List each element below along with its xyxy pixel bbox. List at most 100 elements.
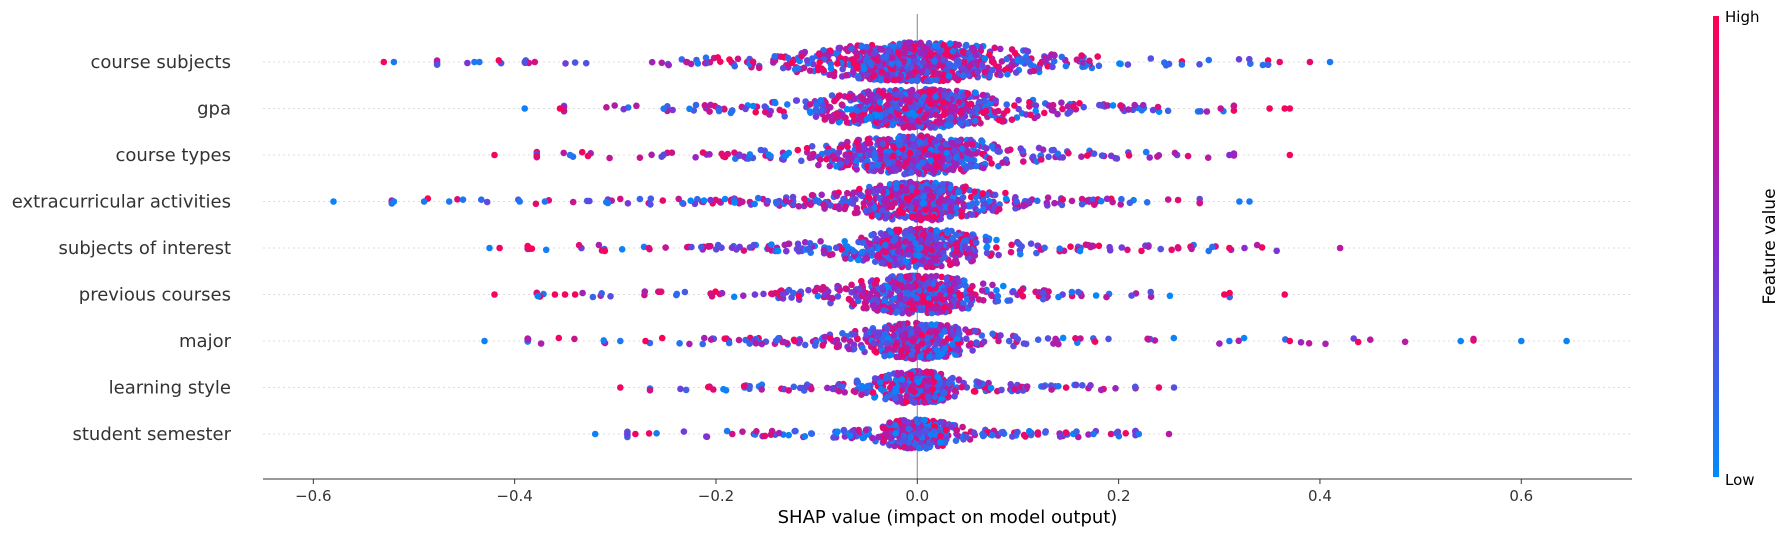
shap-point — [971, 252, 979, 259]
shap-point — [854, 62, 861, 70]
shap-point — [1055, 293, 1062, 301]
shap-point — [1124, 246, 1131, 254]
shap-point — [918, 340, 926, 348]
shap-point — [1168, 246, 1175, 254]
shap-point — [870, 302, 878, 310]
shap-point — [864, 136, 872, 143]
shap-point — [839, 330, 846, 337]
shap-point — [707, 336, 715, 343]
shap-point — [909, 213, 916, 220]
shap-point — [1216, 340, 1223, 347]
shap-point — [1241, 244, 1248, 252]
shap-point — [716, 198, 723, 205]
shap-point — [1157, 245, 1164, 253]
shap-point — [825, 52, 832, 59]
shap-point — [556, 105, 564, 112]
shap-point — [843, 119, 851, 126]
shap-point — [662, 244, 669, 251]
shap-point — [942, 91, 950, 98]
shap-point — [686, 340, 693, 348]
shap-point — [944, 229, 951, 237]
shap-point — [767, 152, 774, 160]
shap-point — [997, 332, 1004, 339]
shap-point — [918, 236, 925, 243]
shap-point — [1188, 245, 1195, 253]
shap-point — [812, 106, 820, 114]
shap-point — [1367, 336, 1374, 344]
shap-point — [963, 335, 970, 343]
shap-point — [890, 43, 897, 50]
shap-point — [986, 155, 993, 162]
shap-point — [915, 149, 922, 156]
shap-point — [980, 164, 987, 172]
shap-point — [894, 242, 901, 249]
shap-point — [1044, 335, 1052, 342]
shap-point — [906, 299, 913, 307]
shap-point — [852, 196, 859, 203]
shap-point — [860, 65, 868, 73]
shap-point — [604, 199, 612, 207]
shap-point — [1020, 340, 1028, 347]
shap-point — [1039, 289, 1047, 297]
shap-point — [659, 197, 667, 204]
shap-point — [1305, 340, 1313, 347]
shap-point — [850, 248, 858, 255]
shap-point — [940, 111, 948, 119]
shap-point — [742, 336, 749, 344]
shap-point — [879, 188, 887, 196]
shap-point — [677, 385, 684, 393]
shap-point — [989, 281, 996, 289]
shap-point — [896, 327, 904, 334]
shap-point — [660, 105, 667, 112]
shap-point — [877, 155, 885, 163]
shap-point — [1112, 385, 1119, 392]
shap-point — [607, 293, 614, 300]
feature-label: major — [179, 331, 232, 352]
shap-point — [1322, 340, 1329, 348]
shap-point — [642, 337, 649, 345]
shap-point — [933, 346, 940, 354]
shap-point — [1161, 59, 1168, 66]
shap-point — [1048, 386, 1055, 393]
shap-point — [751, 291, 759, 298]
shap-point — [888, 54, 896, 62]
shap-point — [1518, 337, 1525, 345]
shap-point — [886, 181, 894, 188]
shap-point — [1025, 198, 1032, 205]
shap-point — [1003, 107, 1011, 114]
shap-point — [855, 116, 862, 123]
shap-point — [949, 341, 956, 348]
shap-point — [875, 105, 883, 112]
shap-point — [874, 212, 881, 219]
shap-point — [757, 146, 765, 154]
shap-point — [870, 50, 878, 57]
shap-point — [962, 165, 970, 172]
shap-point — [803, 57, 811, 64]
shap-point — [1018, 243, 1025, 250]
shap-point — [746, 151, 754, 158]
shap-point — [831, 97, 838, 105]
shap-point — [974, 68, 982, 76]
shap-point — [909, 157, 917, 164]
shap-point — [471, 58, 478, 66]
shap-point — [933, 234, 940, 242]
shap-point — [991, 44, 998, 52]
shap-point — [1065, 149, 1072, 157]
shap-point — [731, 62, 738, 70]
shap-point — [769, 290, 776, 298]
shap-point — [895, 227, 903, 234]
shap-point — [862, 299, 870, 306]
shap-point — [784, 101, 791, 108]
shap-point — [694, 60, 702, 67]
shap-point — [734, 55, 742, 63]
shap-point — [901, 186, 909, 193]
shap-point — [1033, 249, 1040, 257]
shap-point — [929, 122, 936, 130]
shap-point — [907, 70, 914, 78]
shap-point — [895, 159, 902, 167]
shap-point — [796, 57, 803, 65]
shap-point — [1164, 196, 1172, 203]
shap-point — [1336, 244, 1344, 252]
shap-point — [959, 48, 967, 55]
shap-point — [809, 55, 816, 62]
